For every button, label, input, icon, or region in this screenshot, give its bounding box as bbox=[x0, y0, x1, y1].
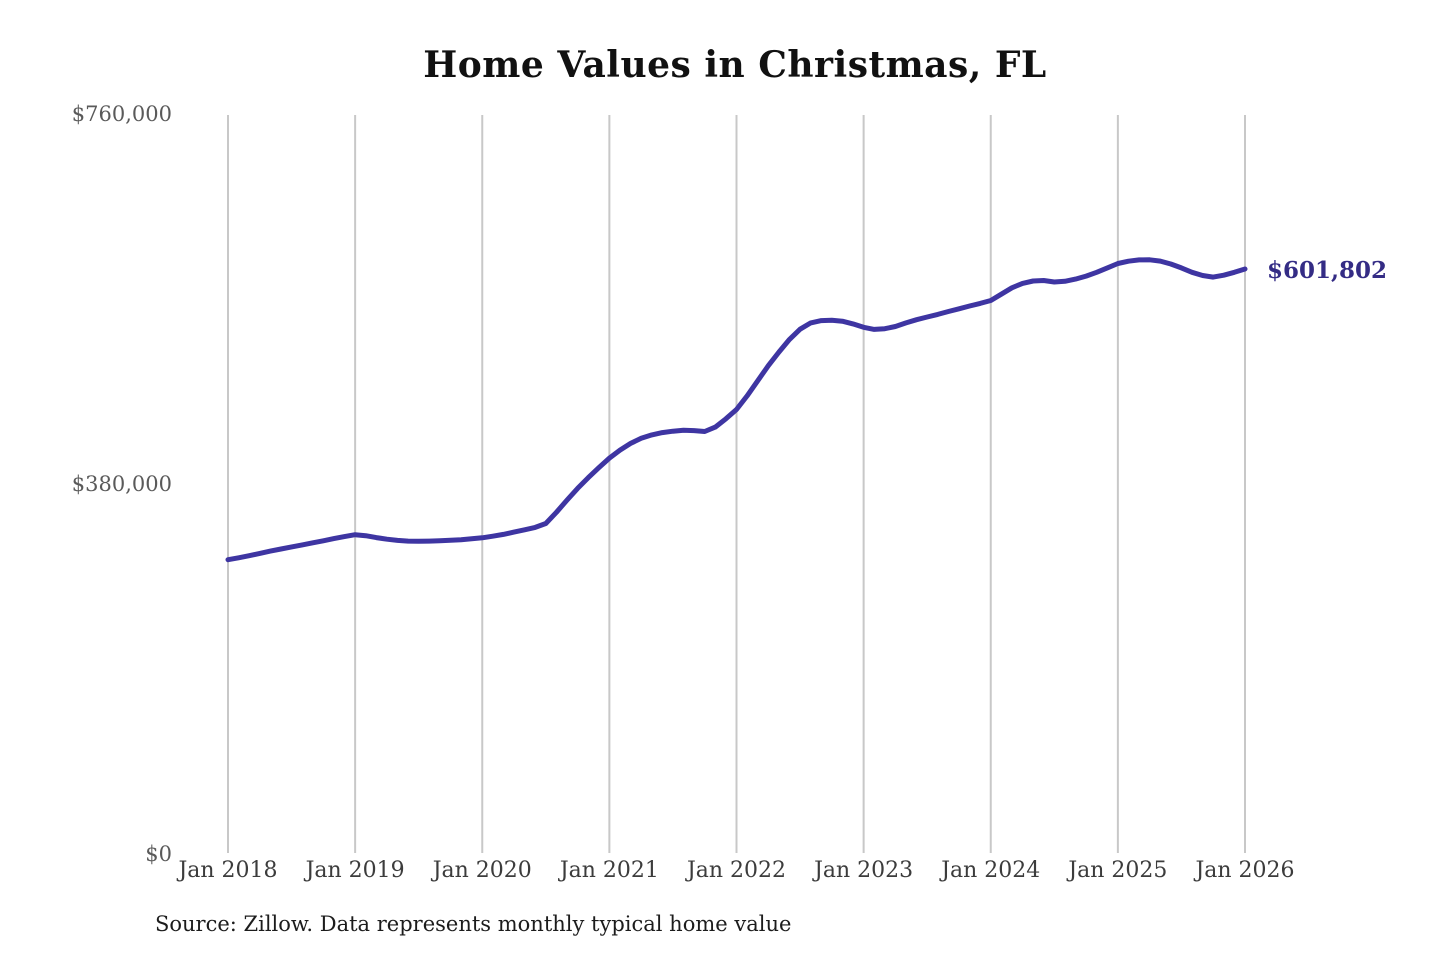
x-axis-label: Jan 2026 bbox=[1195, 858, 1295, 883]
chart-title: Home Values in Christmas, FL bbox=[423, 44, 1047, 86]
home-value-line bbox=[225, 257, 1248, 563]
x-axis-label: Jan 2024 bbox=[941, 858, 1041, 883]
x-axis-label: Jan 2019 bbox=[305, 858, 405, 883]
x-axis-label: Jan 2022 bbox=[686, 858, 787, 883]
y-axis-label: $380,000 bbox=[71, 472, 172, 496]
x-axis-label: Jan 2020 bbox=[432, 858, 532, 883]
x-axis-label: Jan 2021 bbox=[559, 858, 659, 883]
source-note: Source: Zillow. Data represents monthly … bbox=[155, 912, 792, 936]
y-axis-label: $760,000 bbox=[71, 102, 172, 126]
x-axis-label: Jan 2018 bbox=[178, 858, 278, 883]
x-axis-label: Jan 2023 bbox=[814, 858, 914, 883]
y-axis-label: $0 bbox=[145, 842, 172, 866]
latest-value-label: $601,802 bbox=[1267, 257, 1388, 285]
x-axis-label: Jan 2025 bbox=[1068, 858, 1168, 883]
